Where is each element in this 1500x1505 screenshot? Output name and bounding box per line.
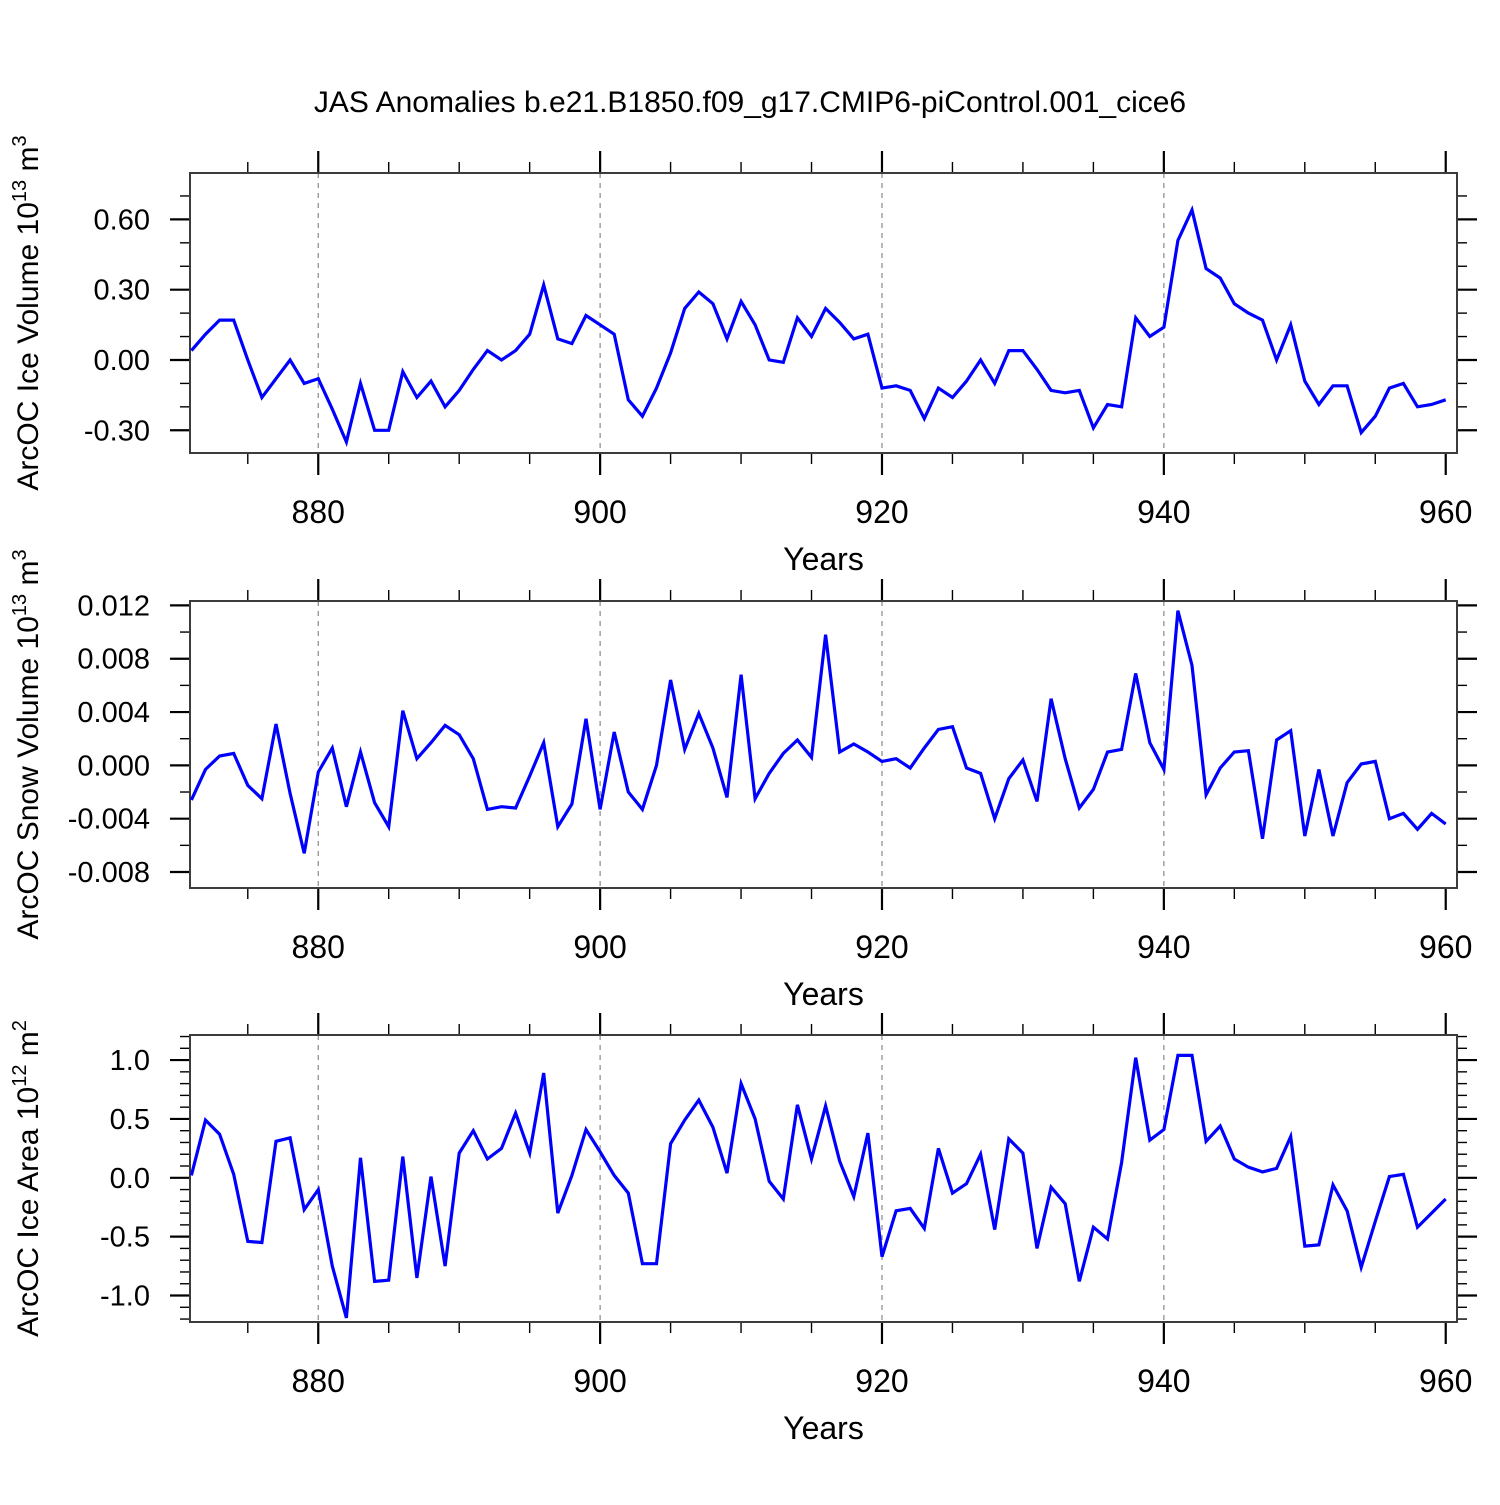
y-axis-label-snow-volume: ArcOC Snow Volume 1013 m3	[9, 549, 45, 939]
x-tick-label: 900	[573, 929, 626, 965]
series-line-snow-volume	[189, 610, 1447, 854]
panel-snow-volume: -0.008 -0.004 0.000 0.004 0.008 0.012 880 900 92…	[9, 549, 1477, 1012]
y-tick-label: -0.30	[84, 415, 150, 447]
panel-ice-volume: -0.30 0.00 0.30 0.60 880 900 920 940 960 Years Arc…	[9, 135, 1477, 577]
x-tick-label: 940	[1137, 1363, 1190, 1399]
y-tick-label: 0.5	[110, 1104, 150, 1136]
x-tick-label: 940	[1137, 494, 1190, 530]
x-tick-label: 960	[1419, 1363, 1472, 1399]
y-tick-label: -0.004	[68, 804, 150, 836]
y-axis-label-ice-area: ArcOC Ice Area 1012 m2	[9, 1020, 45, 1337]
y-tick-label: -0.5	[100, 1222, 150, 1254]
x-tick-label: 880	[292, 494, 345, 530]
x-tick-label: 900	[573, 494, 626, 530]
x-tick-label: 960	[1419, 929, 1472, 965]
x-tick-label: 940	[1137, 929, 1190, 965]
y-tick-label: 0.008	[77, 644, 150, 676]
y-tick-label: 0.30	[94, 275, 150, 307]
x-axis-label: Years	[783, 541, 864, 577]
panel-ice-area: -1.0 -0.5 0.0 0.5 1.0 880 900 920 940 960 Years Arc…	[9, 1013, 1477, 1446]
x-tick-label: 960	[1419, 494, 1472, 530]
y-tick-label: 0.004	[77, 697, 150, 729]
y-tick-label: 0.012	[77, 590, 150, 622]
x-tick-label: 920	[855, 494, 908, 530]
x-tick-label: 920	[855, 1363, 908, 1399]
y-tick-label: 0.60	[94, 204, 150, 236]
x-tick-label: 880	[292, 1363, 345, 1399]
series-line-ice-area	[189, 1053, 1447, 1319]
y-tick-label: 0.00	[94, 345, 150, 377]
y-tick-label: -0.008	[68, 857, 150, 889]
y-axis-label-ice-volume: ArcOC Ice Volume 1013 m3	[9, 135, 45, 490]
x-tick-label: 880	[292, 929, 345, 965]
x-tick-label: 900	[573, 1363, 626, 1399]
plot-frame	[189, 172, 1458, 454]
x-tick-label: 920	[855, 929, 908, 965]
x-axis-label: Years	[783, 976, 864, 1012]
y-tick-label: -1.0	[100, 1281, 150, 1313]
y-tick-label: 0.0	[110, 1163, 150, 1195]
series-line-ice-volume	[190, 205, 1447, 448]
y-tick-label: 1.0	[110, 1045, 150, 1077]
chart-title: JAS Anomalies b.e21.B1850.f09_g17.CMIP6-…	[314, 86, 1186, 119]
x-axis-label: Years	[783, 1410, 864, 1446]
y-tick-label: 0.000	[77, 750, 150, 782]
plot-frame	[189, 1034, 1458, 1323]
plot-frame	[189, 600, 1458, 889]
